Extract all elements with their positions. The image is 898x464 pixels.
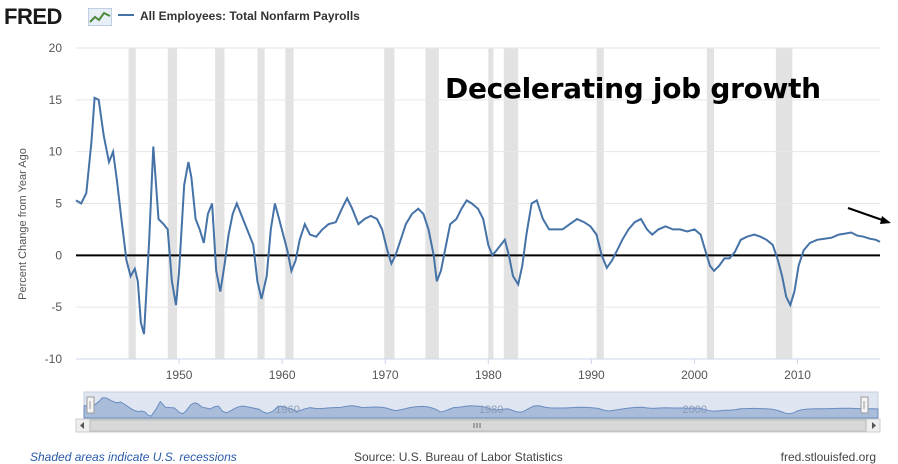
horizontal-scrollbar[interactable]	[75, 418, 881, 433]
y-tick-label: 10	[49, 145, 63, 159]
y-tick-label: 20	[49, 41, 63, 55]
y-axis-label: Percent Change from Year Ago	[17, 148, 29, 300]
legend-swatch	[118, 13, 134, 16]
chart-header: FRED All Employees: Total Nonfarm Payrol…	[0, 0, 898, 36]
chart-legend[interactable]: All Employees: Total Nonfarm Payrolls	[118, 9, 360, 23]
fred-logo[interactable]: FRED	[4, 4, 62, 29]
source-text: Source: U.S. Bureau of Labor Statistics	[354, 450, 563, 464]
range-navigator[interactable]: 1960 1980 2000	[83, 391, 879, 420]
chart-footer: Shaded areas indicate U.S. recessions So…	[0, 446, 898, 464]
navigator-series-area	[83, 397, 879, 419]
legend-label: All Employees: Total Nonfarm Payrolls	[140, 9, 360, 23]
annotation-text: Decelerating job growth	[445, 72, 821, 105]
y-tick-label: -10	[45, 352, 63, 366]
x-tick-label: 1950	[166, 368, 193, 382]
y-tick-label: 0	[55, 248, 62, 262]
x-tick-label: 1960	[269, 368, 296, 382]
x-tick-label: 1990	[578, 368, 605, 382]
arrow-left-icon[interactable]	[80, 422, 84, 429]
recession-note[interactable]: Shaded areas indicate U.S. recessions	[30, 450, 237, 464]
y-tick-label: -5	[51, 300, 62, 314]
navigator-tick-label: 2000	[683, 404, 707, 416]
y-axis-ticks: -10 -5 0 5 10 15 20	[45, 41, 63, 366]
site-link[interactable]: fred.stlouisfed.org	[780, 450, 876, 464]
scroll-grip-icon	[473, 423, 481, 428]
x-axis-ticks: 1950 1960 1970 1980 1990 2000 2010	[76, 358, 880, 382]
x-tick-label: 1970	[372, 368, 399, 382]
line-graph-icon	[88, 8, 112, 26]
series-line[interactable]	[75, 96, 881, 335]
navigator-tick-label: 1980	[479, 404, 503, 416]
arrow-right-icon[interactable]	[872, 422, 876, 429]
navigator-tick-label: 1960	[275, 404, 299, 416]
x-tick-label: 2010	[784, 368, 811, 382]
x-tick-label: 2000	[681, 368, 708, 382]
navigator-ticks: 1960 1980 2000	[275, 404, 707, 416]
arrow-icon	[847, 207, 891, 224]
scrollbar-thumb[interactable]	[89, 419, 867, 432]
line-chart[interactable]: -10 -5 0 5 10 15 20 1950 1960 1970 1980 1990 2000 20…	[0, 36, 898, 446]
x-tick-label: 1980	[475, 368, 502, 382]
y-tick-label: 15	[49, 93, 63, 107]
y-tick-label: 5	[55, 197, 62, 211]
